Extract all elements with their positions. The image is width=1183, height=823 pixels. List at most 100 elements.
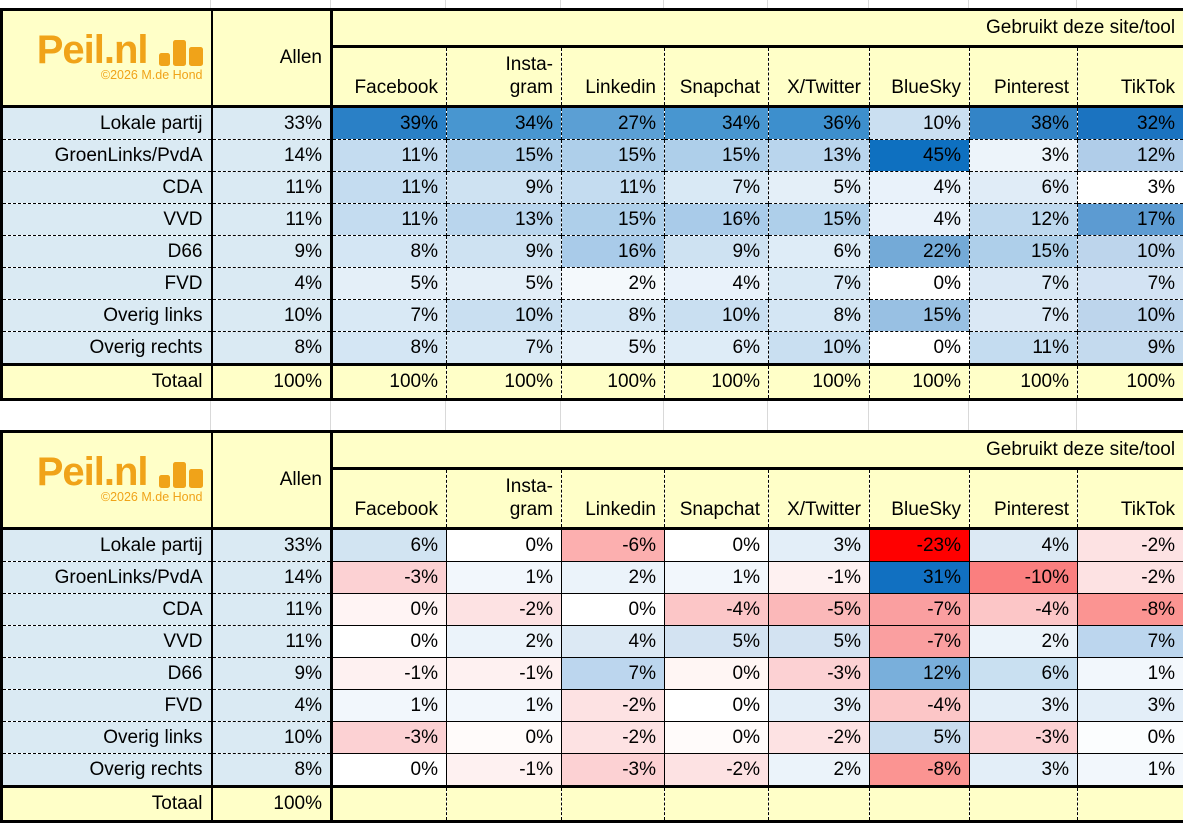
row-label: CDA bbox=[2, 172, 212, 204]
allen-value-cell: 11% bbox=[212, 204, 332, 236]
heatmap-cell: 15% bbox=[562, 140, 665, 172]
heatmap-cell: 32% bbox=[1078, 107, 1183, 140]
total-label: Totaal bbox=[2, 365, 212, 400]
heatmap-cell: 2% bbox=[447, 626, 562, 658]
sheet-gridline bbox=[663, 0, 664, 8]
col-header-facebook: Facebook bbox=[332, 469, 447, 529]
heatmap-cell: 36% bbox=[769, 107, 870, 140]
heatmap-cell: 16% bbox=[665, 204, 769, 236]
heatmap-cell: 8% bbox=[332, 236, 447, 268]
total-cell bbox=[970, 787, 1078, 822]
heatmap-cell: 0% bbox=[665, 722, 769, 754]
heatmap-cell: 4% bbox=[562, 626, 665, 658]
heatmap-cell: 4% bbox=[665, 268, 769, 300]
heatmap-cell: 2% bbox=[562, 562, 665, 594]
heatmap-cell: 13% bbox=[447, 204, 562, 236]
heatmap-cell: 10% bbox=[447, 300, 562, 332]
heatmap-cell: -1% bbox=[447, 658, 562, 690]
heatmap-cell: 7% bbox=[1078, 626, 1183, 658]
total-cell bbox=[447, 787, 562, 822]
row-label: Overig links bbox=[2, 722, 212, 754]
row-label: Lokale partij bbox=[2, 107, 212, 140]
heatmap-cell: 3% bbox=[970, 140, 1078, 172]
allen-value-cell: 14% bbox=[212, 140, 332, 172]
total-cell: 100% bbox=[1078, 365, 1183, 400]
heatmap-cell: -3% bbox=[332, 562, 447, 594]
heatmap-cell: -10% bbox=[970, 562, 1078, 594]
heatmap-cell: 11% bbox=[970, 332, 1078, 365]
heatmap-cell: -7% bbox=[870, 626, 970, 658]
peilnl-logo-cell: Peil.nl©2026 M.de Hond bbox=[2, 10, 212, 107]
heatmap-cell: 3% bbox=[769, 690, 870, 722]
heatmap-cell: -7% bbox=[870, 594, 970, 626]
sheet-gridline bbox=[330, 401, 331, 430]
row-label: GroenLinks/PvdA bbox=[2, 140, 212, 172]
heatmap-cell: 0% bbox=[870, 332, 970, 365]
heatmap-cell: -3% bbox=[332, 722, 447, 754]
row-label: Overig links bbox=[2, 300, 212, 332]
heatmap-cell: 4% bbox=[970, 529, 1078, 562]
heatmap-cell: 34% bbox=[665, 107, 769, 140]
heatmap-cell: 15% bbox=[769, 204, 870, 236]
row-label: FVD bbox=[2, 690, 212, 722]
total-cell: 100% bbox=[562, 365, 665, 400]
heatmap-cell: 9% bbox=[665, 236, 769, 268]
allen-value-cell: 9% bbox=[212, 658, 332, 690]
heatmap-cell: 31% bbox=[870, 562, 970, 594]
peilnl-logo-text: Peil.nl bbox=[37, 454, 148, 490]
heatmap-cell: 15% bbox=[562, 204, 665, 236]
heatmap-cell: 0% bbox=[870, 268, 970, 300]
heatmap-cell: 1% bbox=[447, 562, 562, 594]
heatmap-cell: 5% bbox=[332, 268, 447, 300]
heatmap-cell: 17% bbox=[1078, 204, 1183, 236]
heatmap-cell: 7% bbox=[970, 268, 1078, 300]
table-title: Gebruikt deze site/tool bbox=[332, 432, 1183, 469]
heatmap-cell: 0% bbox=[447, 722, 562, 754]
total-cell bbox=[332, 787, 447, 822]
heatmap-cell: -3% bbox=[970, 722, 1078, 754]
row-label: VVD bbox=[2, 626, 212, 658]
sheet-gridline bbox=[445, 0, 446, 8]
heatmap-cell: 7% bbox=[665, 172, 769, 204]
row-label: GroenLinks/PvdA bbox=[2, 562, 212, 594]
heatmap-cell: 11% bbox=[332, 140, 447, 172]
heatmap-cell: 5% bbox=[769, 626, 870, 658]
sheet-gridline bbox=[767, 0, 768, 8]
allen-value-cell: 4% bbox=[212, 268, 332, 300]
heatmap-cell: 13% bbox=[769, 140, 870, 172]
sheet-gridline bbox=[968, 401, 969, 430]
total-cell: 100% bbox=[970, 365, 1078, 400]
total-cell bbox=[870, 787, 970, 822]
heatmap-cell: 6% bbox=[970, 172, 1078, 204]
allen-value-cell: 11% bbox=[212, 172, 332, 204]
heatmap-cell: 1% bbox=[1078, 658, 1183, 690]
heatmap-cell: -23% bbox=[870, 529, 970, 562]
col-header-facebook: Facebook bbox=[332, 47, 447, 107]
col-header-pinterest: Pinterest bbox=[970, 469, 1078, 529]
row-label: CDA bbox=[2, 594, 212, 626]
col-header-allen: Allen bbox=[212, 10, 332, 107]
heatmap-cell: 6% bbox=[665, 332, 769, 365]
peilnl-logo-row: Peil.nl bbox=[37, 32, 203, 68]
total-cell: 100% bbox=[447, 365, 562, 400]
heatmap-cell: 27% bbox=[562, 107, 665, 140]
allen-value-cell: 14% bbox=[212, 562, 332, 594]
heatmap-cell: 1% bbox=[1078, 754, 1183, 787]
row-label: VVD bbox=[2, 204, 212, 236]
allen-value-cell: 11% bbox=[212, 626, 332, 658]
heatmap-cell: 12% bbox=[870, 658, 970, 690]
heatmap-cell: -2% bbox=[1078, 562, 1183, 594]
col-header-instagram: Insta-gram bbox=[447, 469, 562, 529]
heatmap-cell: 7% bbox=[332, 300, 447, 332]
heatmap-cell: 5% bbox=[562, 332, 665, 365]
